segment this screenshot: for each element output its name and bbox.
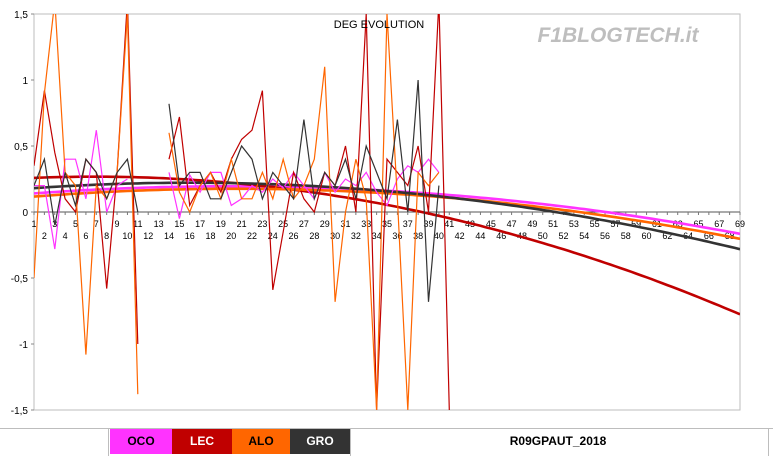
x-tick-label: 40 — [434, 231, 444, 241]
x-tick-label: 11 — [133, 219, 142, 229]
y-tick-label: 1,5 — [14, 10, 28, 21]
x-tick-label: 52 — [558, 231, 568, 241]
series-lines — [34, 14, 450, 410]
x-tick-label: 16 — [185, 231, 195, 241]
x-tick-label: 41 — [444, 219, 454, 229]
y-tick-label: 0,5 — [14, 142, 28, 153]
series-line-gro — [34, 79, 440, 302]
x-tick-label: 44 — [475, 231, 485, 241]
x-tick-label: 33 — [361, 219, 371, 229]
race-code-label: R09GPAUT_2018 — [509, 434, 607, 448]
x-tick-label: 62 — [662, 231, 672, 241]
x-tick-label: 37 — [403, 219, 413, 229]
x-tick-label: 67 — [714, 219, 724, 229]
x-tick-label: 35 — [382, 219, 392, 229]
legend-item-lec: LEC — [172, 429, 232, 454]
x-tick-label: 57 — [610, 219, 620, 229]
x-tick-label: 15 — [174, 219, 184, 229]
legend-item-gro: GRO — [290, 429, 350, 454]
x-tick-label: 13 — [154, 219, 164, 229]
legend-divider — [350, 429, 351, 456]
x-tick-label: 12 — [143, 231, 153, 241]
chart: 1,510,50-0,5-1-1,5 123456789101112131415… — [11, 10, 745, 417]
x-tick-label: 47 — [507, 219, 517, 229]
x-tick-label: 19 — [216, 219, 226, 229]
x-tick-label: 46 — [496, 231, 506, 241]
x-tick-label: 56 — [600, 231, 610, 241]
y-tick-label: 1 — [22, 76, 28, 87]
x-tick-label: 29 — [320, 219, 330, 229]
y-tick-label: 0 — [22, 208, 28, 219]
x-tick-label: 1 — [31, 219, 36, 229]
y-tick-label: -0,5 — [11, 274, 29, 285]
x-tick-label: 21 — [237, 219, 247, 229]
watermark-logo: F1BLOGTECH.it — [538, 24, 700, 47]
y-tick-label: -1 — [19, 340, 28, 351]
legend-divider — [768, 429, 769, 456]
x-tick-label: 18 — [205, 231, 215, 241]
trend-line-gro — [34, 181, 740, 251]
x-tick-label: 23 — [257, 219, 267, 229]
x-tick-label: 65 — [693, 219, 703, 229]
x-tick-label: 10 — [122, 231, 132, 241]
legend-item-oco: OCO — [110, 429, 172, 454]
x-tick-label: 5 — [73, 219, 78, 229]
x-tick-label: 66 — [704, 231, 714, 241]
x-tick-label: 31 — [340, 219, 350, 229]
x-tick-label: 22 — [247, 231, 257, 241]
x-tick-label: 4 — [63, 231, 68, 241]
x-tick-label: 28 — [309, 231, 319, 241]
x-tick-label: 54 — [579, 231, 589, 241]
x-tick-label: 50 — [538, 231, 548, 241]
x-tick-label: 55 — [590, 219, 600, 229]
x-tick-label: 38 — [413, 231, 423, 241]
x-tick-label: 58 — [621, 231, 631, 241]
x-tick-label: 69 — [735, 219, 745, 229]
x-tick-label: 42 — [455, 231, 465, 241]
x-tick-label: 14 — [164, 231, 174, 241]
x-axis-ticks: 1234567891011121314151617181920212223242… — [31, 212, 745, 241]
x-tick-label: 32 — [351, 231, 361, 241]
x-tick-label: 36 — [392, 231, 402, 241]
x-tick-label: 45 — [486, 219, 496, 229]
chart-title: DEG EVOLUTION — [334, 19, 425, 31]
series-line-alo — [34, 14, 440, 410]
x-tick-label: 8 — [104, 231, 109, 241]
x-tick-label: 49 — [527, 219, 537, 229]
x-tick-label: 26 — [289, 231, 299, 241]
trend-line-alo — [34, 187, 740, 241]
x-tick-label: 34 — [372, 231, 382, 241]
x-tick-label: 17 — [195, 219, 205, 229]
x-tick-label: 25 — [278, 219, 288, 229]
x-tick-label: 7 — [94, 219, 99, 229]
x-tick-label: 24 — [268, 231, 278, 241]
y-axis-ticks: 1,5 1 0,5 0 -0,5 -1 -1,5 — [11, 10, 34, 417]
legend-divider — [108, 429, 109, 456]
x-tick-label: 30 — [330, 231, 340, 241]
x-tick-label: 6 — [83, 231, 88, 241]
x-tick-label: 60 — [642, 231, 652, 241]
x-tick-label: 51 — [548, 219, 558, 229]
x-tick-label: 20 — [226, 231, 236, 241]
x-tick-label: 27 — [299, 219, 309, 229]
x-tick-label: 53 — [569, 219, 579, 229]
x-tick-label: 2 — [42, 231, 47, 241]
x-tick-label: 9 — [115, 219, 120, 229]
y-tick-label: -1,5 — [11, 406, 29, 417]
legend: OCO LEC ALO GRO R09GPAUT_2018 — [0, 428, 773, 456]
legend-item-alo: ALO — [232, 429, 290, 454]
x-tick-label: 59 — [631, 219, 641, 229]
x-tick-label: 39 — [424, 219, 434, 229]
